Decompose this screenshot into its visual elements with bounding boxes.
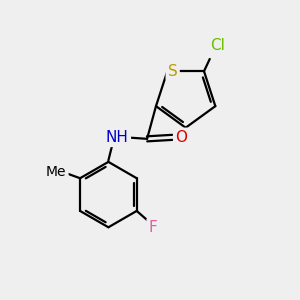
Text: Cl: Cl bbox=[211, 38, 225, 53]
Text: O: O bbox=[175, 130, 187, 145]
Text: NH: NH bbox=[106, 130, 129, 145]
Text: F: F bbox=[149, 220, 158, 235]
Text: S: S bbox=[168, 64, 178, 79]
Text: Me: Me bbox=[46, 165, 67, 179]
